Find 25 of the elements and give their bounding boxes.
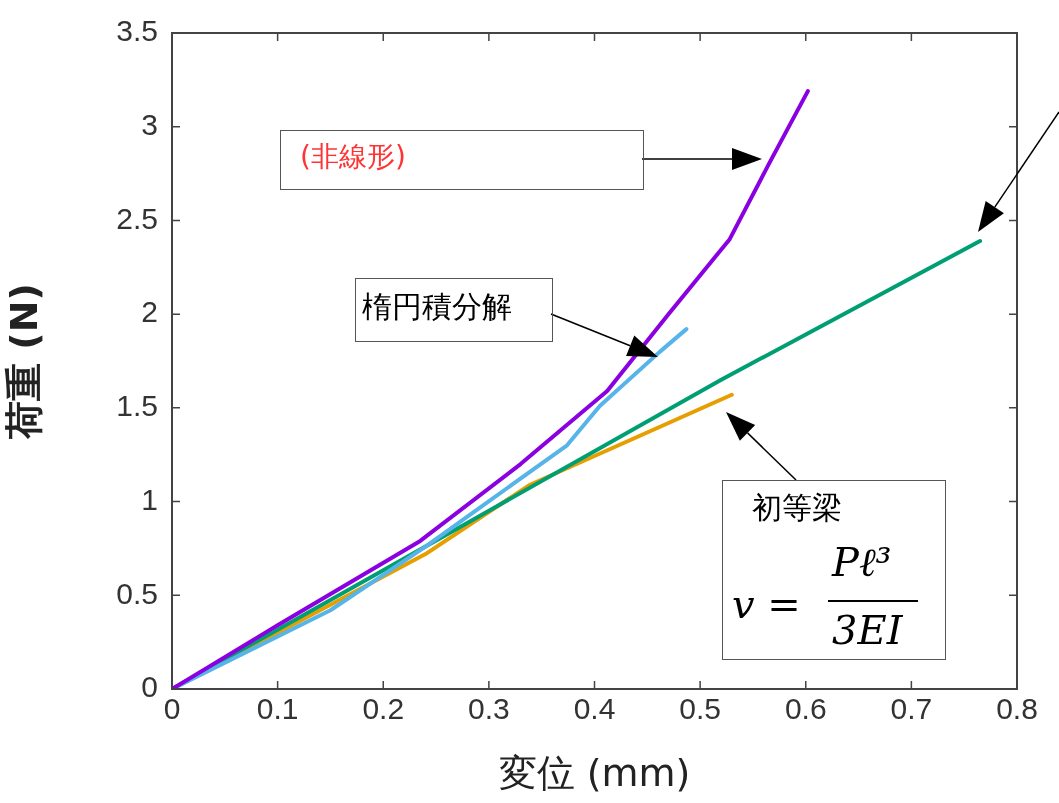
y-tick-label: 0 [141,670,158,704]
x-tick-label: 0.7 [890,692,933,726]
annotation: v = [732,581,801,627]
y-axis-title: 荷重 (N) [1,283,46,440]
x-tick-label: 0.1 [256,692,299,726]
y-tick-label: 3 [141,107,158,141]
x-tick-label: 0.4 [573,692,616,726]
y-tick-label: 3.5 [116,14,158,48]
annotation: (非線形) [300,140,406,173]
x-tick-label: 0.5 [679,692,721,726]
annotation: Pℓ³ [832,539,892,585]
annotation: 楕円積分解 [362,289,512,324]
x-tick-label: 0.3 [468,692,510,726]
annotation: 初等梁 [752,490,842,525]
y-tick-label: 0.5 [116,576,158,610]
y-tick-label: 1 [141,482,158,516]
y-tick-label: 2.5 [116,201,158,235]
x-tick-label: 0.6 [784,692,827,726]
y-tick-label: 2 [141,295,158,329]
y-tick-label: 1.5 [116,389,158,423]
x-tick-label: 0.8 [996,692,1038,726]
x-tick-label: 0.2 [362,692,405,726]
annotation: 3EI [832,607,903,653]
x-axis-title: 変位 (mm) [498,751,691,796]
x-tick-label: 0 [163,692,181,726]
